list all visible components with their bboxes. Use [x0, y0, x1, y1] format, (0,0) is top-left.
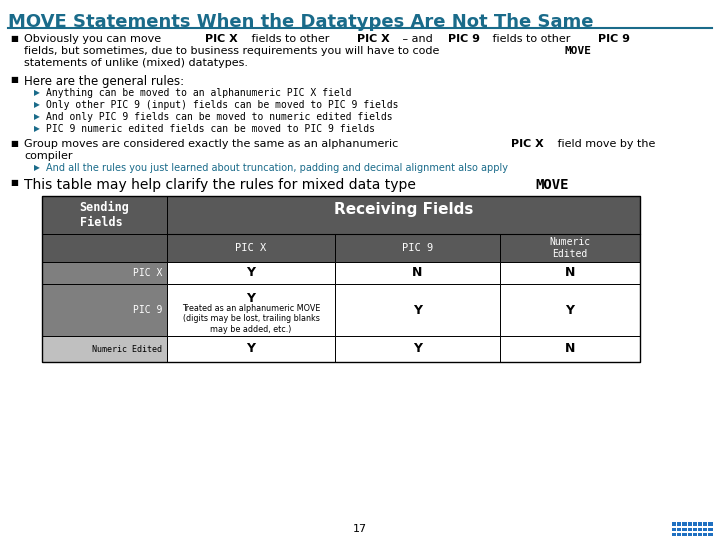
Bar	[678, 522, 681, 525]
Bar	[708, 528, 713, 531]
Text: PIC 9: PIC 9	[132, 305, 162, 315]
Bar	[693, 533, 697, 536]
Bar	[500, 262, 640, 284]
Text: Group moves are considered exactly the same as an alphanumeric: Group moves are considered exactly the s…	[24, 139, 402, 149]
Bar	[500, 336, 640, 362]
Text: Sending
Fields: Sending Fields	[80, 201, 130, 229]
Text: PIC X: PIC X	[511, 139, 544, 149]
Bar	[683, 533, 687, 536]
Bar	[703, 522, 708, 525]
Text: ▶: ▶	[34, 100, 40, 109]
Text: Here are the general rules:: Here are the general rules:	[24, 75, 184, 88]
Text: MOVE: MOVE	[535, 178, 569, 192]
Text: Receiving Fields: Receiving Fields	[334, 202, 473, 217]
Text: MOVE: MOVE	[564, 46, 592, 56]
Text: ■: ■	[10, 75, 18, 84]
Bar	[698, 528, 702, 531]
Bar	[693, 528, 697, 531]
Bar	[500, 234, 640, 262]
Bar	[42, 234, 167, 262]
Text: N: N	[564, 342, 575, 355]
Text: Numeric Edited: Numeric Edited	[92, 345, 162, 354]
Text: Treated as an alphanumeric MOVE
(digits may be lost, trailing blanks
may be adde: Treated as an alphanumeric MOVE (digits …	[182, 304, 320, 334]
Text: – and: – and	[400, 34, 437, 44]
Bar	[335, 336, 500, 362]
Text: N: N	[413, 267, 423, 280]
Text: ▶: ▶	[34, 88, 40, 97]
Text: Anything can be moved to an alphanumeric PIC X field: Anything can be moved to an alphanumeric…	[46, 88, 351, 98]
Text: PIC 9 numeric edited fields can be moved to PIC 9 fields: PIC 9 numeric edited fields can be moved…	[46, 124, 375, 134]
Text: PIC X: PIC X	[235, 243, 266, 253]
Text: fields to other: fields to other	[489, 34, 574, 44]
Bar	[678, 533, 681, 536]
Text: Y: Y	[413, 342, 422, 355]
Bar	[672, 533, 676, 536]
Bar	[42, 262, 167, 284]
Text: And all the rules you just learned about truncation, padding and decimal alignme: And all the rules you just learned about…	[46, 163, 508, 173]
Text: PIC X: PIC X	[132, 268, 162, 278]
Bar	[672, 522, 676, 525]
Bar	[500, 284, 640, 336]
Text: ■: ■	[10, 34, 18, 43]
Bar	[335, 234, 500, 262]
Text: This table may help clarify the rules for mixed data type: This table may help clarify the rules fo…	[24, 178, 420, 192]
Bar	[167, 234, 335, 262]
Bar	[42, 196, 167, 234]
Text: PIC X: PIC X	[205, 34, 238, 44]
Bar	[703, 533, 708, 536]
Text: Obviously you can move: Obviously you can move	[24, 34, 165, 44]
Text: ▶: ▶	[34, 124, 40, 133]
Text: field move by the: field move by the	[554, 139, 655, 149]
Text: Y: Y	[246, 342, 256, 355]
Bar	[42, 284, 167, 336]
Text: PIC 9: PIC 9	[448, 34, 480, 44]
Bar	[698, 522, 702, 525]
Text: Y: Y	[565, 303, 575, 316]
Bar	[42, 336, 167, 362]
Text: Y: Y	[413, 303, 422, 316]
Bar	[167, 336, 335, 362]
Bar	[708, 522, 713, 525]
Bar	[688, 522, 692, 525]
Bar	[683, 528, 687, 531]
Text: Y: Y	[246, 267, 256, 280]
Bar	[335, 284, 500, 336]
Text: fields, but sometimes, due to business requirements you will have to code: fields, but sometimes, due to business r…	[24, 46, 443, 56]
Bar	[693, 522, 697, 525]
Text: N: N	[564, 267, 575, 280]
Bar	[335, 262, 500, 284]
Text: PIC 9: PIC 9	[598, 34, 630, 44]
Bar	[167, 284, 335, 336]
Text: ▶: ▶	[34, 163, 40, 172]
Text: MOVE Statements When the Datatypes Are Not The Same: MOVE Statements When the Datatypes Are N…	[8, 13, 593, 31]
Text: fields to other: fields to other	[248, 34, 333, 44]
Text: statements of unlike (mixed) datatypes.: statements of unlike (mixed) datatypes.	[24, 58, 248, 68]
Text: PIC X: PIC X	[357, 34, 390, 44]
Bar	[167, 196, 640, 234]
Text: 17: 17	[353, 524, 367, 534]
Text: PIC 9: PIC 9	[402, 243, 433, 253]
Text: compiler: compiler	[24, 151, 73, 161]
Bar	[42, 196, 640, 362]
Text: Y: Y	[246, 292, 256, 305]
Bar	[167, 262, 335, 284]
Text: ■: ■	[10, 139, 18, 148]
Bar	[688, 528, 692, 531]
Bar	[708, 533, 713, 536]
Text: Only other PIC 9 (input) fields can be moved to PIC 9 fields: Only other PIC 9 (input) fields can be m…	[46, 100, 398, 110]
Text: Numeric
Edited: Numeric Edited	[549, 237, 590, 259]
Text: ▶: ▶	[34, 112, 40, 121]
Bar	[683, 522, 687, 525]
Bar	[688, 533, 692, 536]
Bar	[703, 528, 708, 531]
Text: ■: ■	[10, 178, 18, 187]
Bar	[672, 528, 676, 531]
Bar	[698, 533, 702, 536]
Text: And only PIC 9 fields can be moved to numeric edited fields: And only PIC 9 fields can be moved to nu…	[46, 112, 392, 122]
Bar	[678, 528, 681, 531]
